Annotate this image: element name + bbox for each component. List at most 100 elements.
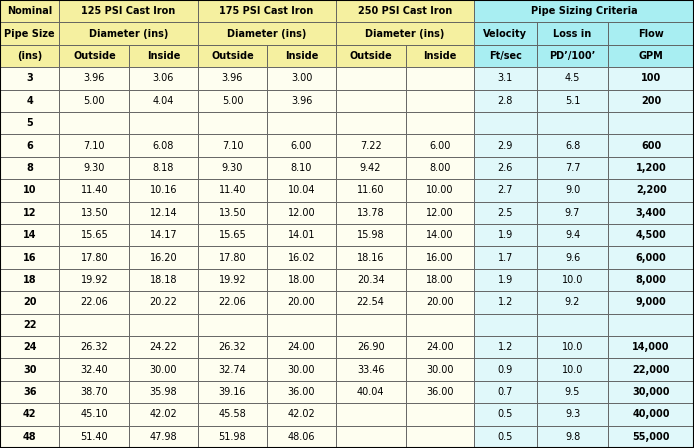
Text: 14.17: 14.17 — [150, 230, 177, 240]
Bar — [198, 426, 267, 448]
Bar — [609, 134, 694, 157]
Text: 55,000: 55,000 — [632, 432, 670, 442]
Bar — [474, 426, 536, 448]
Text: 9.30: 9.30 — [222, 163, 243, 173]
Bar — [198, 67, 267, 90]
Text: 7.22: 7.22 — [359, 141, 382, 151]
Text: 26.32: 26.32 — [81, 342, 108, 352]
Bar — [60, 202, 129, 224]
Bar — [0, 381, 60, 403]
Text: Outside: Outside — [73, 51, 116, 61]
Text: 2,200: 2,200 — [636, 185, 666, 195]
Text: 175 PSI Cast Iron: 175 PSI Cast Iron — [219, 6, 314, 16]
Bar — [474, 90, 536, 112]
Text: Ft/sec: Ft/sec — [489, 51, 522, 61]
Text: 2.9: 2.9 — [498, 141, 513, 151]
Bar — [0, 336, 60, 358]
Text: 24.00: 24.00 — [426, 342, 453, 352]
Text: 45.10: 45.10 — [81, 409, 108, 419]
Bar — [405, 45, 474, 67]
Bar — [198, 246, 267, 269]
Text: 10.0: 10.0 — [562, 365, 583, 375]
Text: 39.16: 39.16 — [219, 387, 246, 397]
Text: 22.06: 22.06 — [81, 297, 108, 307]
Text: 6: 6 — [26, 141, 33, 151]
Text: 1.9: 1.9 — [498, 275, 513, 285]
Bar — [60, 112, 129, 134]
Bar — [536, 381, 609, 403]
Text: 42.02: 42.02 — [288, 409, 316, 419]
Bar — [336, 358, 405, 381]
Text: 22,000: 22,000 — [632, 365, 670, 375]
Bar — [609, 381, 694, 403]
Text: 26.32: 26.32 — [219, 342, 246, 352]
Bar — [405, 269, 474, 291]
Bar — [198, 134, 267, 157]
Bar — [129, 246, 198, 269]
Text: 3.96: 3.96 — [222, 73, 243, 83]
Text: 5: 5 — [26, 118, 33, 128]
Text: 32.40: 32.40 — [81, 365, 108, 375]
Text: 3,400: 3,400 — [636, 208, 666, 218]
Bar — [609, 202, 694, 224]
Bar — [609, 112, 694, 134]
Bar — [405, 403, 474, 426]
Bar — [536, 291, 609, 314]
Bar — [405, 314, 474, 336]
Bar — [129, 157, 198, 179]
Bar — [536, 90, 609, 112]
Bar — [60, 381, 129, 403]
Text: 6.08: 6.08 — [153, 141, 174, 151]
Bar — [0, 134, 60, 157]
Bar — [474, 0, 694, 22]
Bar — [0, 0, 60, 22]
Bar — [536, 22, 609, 45]
Bar — [474, 157, 536, 179]
Bar — [129, 269, 198, 291]
Bar — [336, 426, 405, 448]
Text: PD’/100’: PD’/100’ — [550, 51, 595, 61]
Text: 30.00: 30.00 — [150, 365, 177, 375]
Text: 20.00: 20.00 — [288, 297, 315, 307]
Text: Inside: Inside — [285, 51, 319, 61]
Bar — [609, 336, 694, 358]
Text: 18.00: 18.00 — [426, 275, 453, 285]
Text: 9.5: 9.5 — [565, 387, 580, 397]
Bar — [267, 224, 336, 246]
Bar — [129, 358, 198, 381]
Text: 19.92: 19.92 — [81, 275, 108, 285]
Bar — [267, 381, 336, 403]
Text: 9.2: 9.2 — [565, 297, 580, 307]
Text: (ins): (ins) — [17, 51, 42, 61]
Bar — [0, 22, 60, 45]
Bar — [129, 45, 198, 67]
Text: 8.00: 8.00 — [429, 163, 450, 173]
Text: 2.5: 2.5 — [498, 208, 513, 218]
Text: 45.58: 45.58 — [219, 409, 246, 419]
Text: 10.0: 10.0 — [562, 275, 583, 285]
Bar — [60, 90, 129, 112]
Text: GPM: GPM — [638, 51, 663, 61]
Bar — [609, 291, 694, 314]
Bar — [60, 179, 129, 202]
Text: 18.00: 18.00 — [288, 275, 315, 285]
Text: 12.00: 12.00 — [426, 208, 453, 218]
Text: 24: 24 — [23, 342, 37, 352]
Bar — [0, 90, 60, 112]
Bar — [198, 358, 267, 381]
Bar — [60, 291, 129, 314]
Bar — [267, 45, 336, 67]
Bar — [474, 314, 536, 336]
Bar — [405, 67, 474, 90]
Bar — [267, 134, 336, 157]
Text: 9,000: 9,000 — [636, 297, 666, 307]
Bar — [405, 112, 474, 134]
Bar — [609, 403, 694, 426]
Bar — [536, 269, 609, 291]
Bar — [536, 134, 609, 157]
Bar — [609, 45, 694, 67]
Bar — [267, 269, 336, 291]
Text: 12.14: 12.14 — [150, 208, 177, 218]
Bar — [536, 246, 609, 269]
Bar — [336, 314, 405, 336]
